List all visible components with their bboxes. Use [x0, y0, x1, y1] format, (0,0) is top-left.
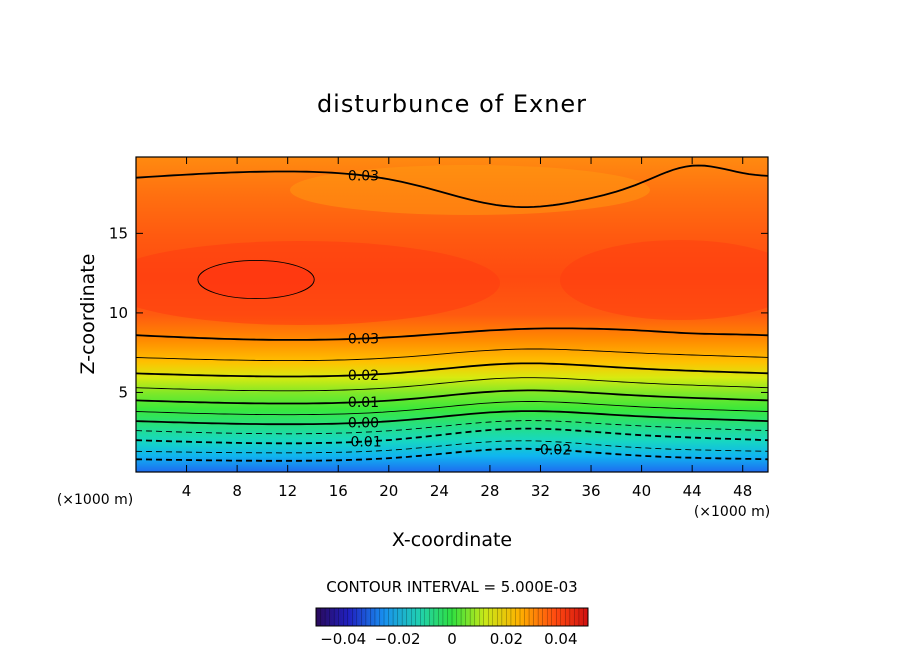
field-core-west — [136, 241, 500, 325]
y-axis-title: Z-coordinate — [77, 254, 99, 375]
contour-line — [136, 389, 768, 405]
x-tick-label: 28 — [480, 482, 499, 500]
x-tick-label: 32 — [531, 482, 550, 500]
colorbar-segments — [320, 608, 584, 626]
contour-lines — [136, 164, 768, 462]
contour-line — [136, 164, 768, 208]
chart-title: disturbunce of Exner — [317, 90, 587, 118]
plot-frame — [135, 156, 769, 473]
contour-labels: 0.03 0.03 0.02 0.01 0.00 -0.01 -0.02 — [345, 168, 571, 459]
contour-label: 0.02 — [348, 368, 379, 384]
contour-line — [136, 427, 768, 445]
x-unit-label: (×1000 m) — [694, 504, 770, 520]
x-axis-ticks: 4 8 12 16 20 24 28 32 36 40 44 48 — [182, 157, 752, 500]
contour-line — [136, 327, 768, 341]
x-tick-label: 8 — [232, 482, 242, 500]
field-core-east — [560, 240, 768, 320]
contour-line — [136, 447, 768, 462]
colorbar-tick-label: −0.02 — [375, 630, 421, 648]
x-tick-label: 44 — [683, 482, 702, 500]
x-axis-title: X-coordinate — [392, 529, 512, 551]
contour-interval-text: CONTOUR INTERVAL = 5.000E-03 — [326, 578, 577, 596]
x-tick-label: 24 — [430, 482, 449, 500]
x-tick-label: 16 — [329, 482, 348, 500]
y-tick-label: 10 — [109, 304, 128, 322]
contour-line — [136, 440, 768, 454]
contour-label: -0.01 — [345, 435, 381, 451]
contour-line — [136, 362, 768, 378]
colorbar-tick-label: 0.04 — [544, 630, 577, 648]
y-axis-ticks: 5 10 15 — [109, 224, 768, 401]
x-tick-label: 48 — [733, 482, 752, 500]
x-tick-label: 20 — [379, 482, 398, 500]
colorbar-tick-label: −0.04 — [320, 630, 366, 648]
x-tick-label: 12 — [278, 482, 297, 500]
contour-label: 0.03 — [348, 168, 379, 184]
plot-area — [136, 157, 768, 472]
colorbar-tick-label: 0.02 — [490, 630, 523, 648]
closed-contour — [197, 259, 315, 300]
x-tick-label: 36 — [581, 482, 600, 500]
y-tick-label: 5 — [118, 383, 128, 401]
contour-line — [136, 410, 768, 426]
x-tick-label: 4 — [182, 482, 192, 500]
contour-line — [136, 420, 768, 435]
contour-line — [136, 348, 768, 362]
contour-line — [136, 401, 768, 416]
contour-label: -0.02 — [535, 443, 571, 459]
y-unit-label: (×1000 m) — [57, 492, 133, 508]
colorbar-tick-label: 0 — [447, 630, 457, 648]
colorbar-ticks: −0.04 −0.02 0 0.02 0.04 — [320, 630, 577, 648]
contour-label: 0.03 — [348, 332, 379, 348]
y-tick-label: 15 — [109, 224, 128, 242]
contour-label: 0.01 — [348, 395, 379, 411]
contour-line — [136, 377, 768, 392]
x-tick-label: 40 — [632, 482, 651, 500]
contour-label: 0.00 — [348, 416, 379, 432]
